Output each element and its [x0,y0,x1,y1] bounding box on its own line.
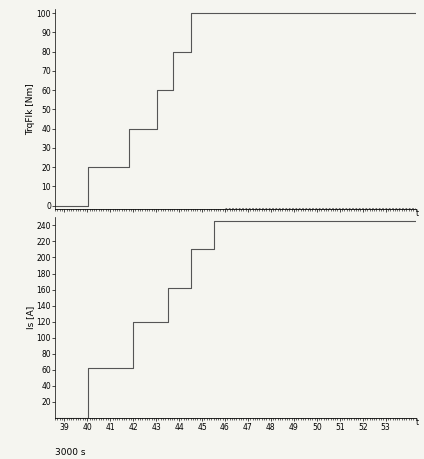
Text: 3000 s: 3000 s [55,448,86,457]
Text: t: t [416,209,418,218]
Y-axis label: TrqFlk [Nm]: TrqFlk [Nm] [26,84,35,135]
Text: t: t [416,418,418,427]
Y-axis label: Is [A]: Is [A] [26,306,35,329]
